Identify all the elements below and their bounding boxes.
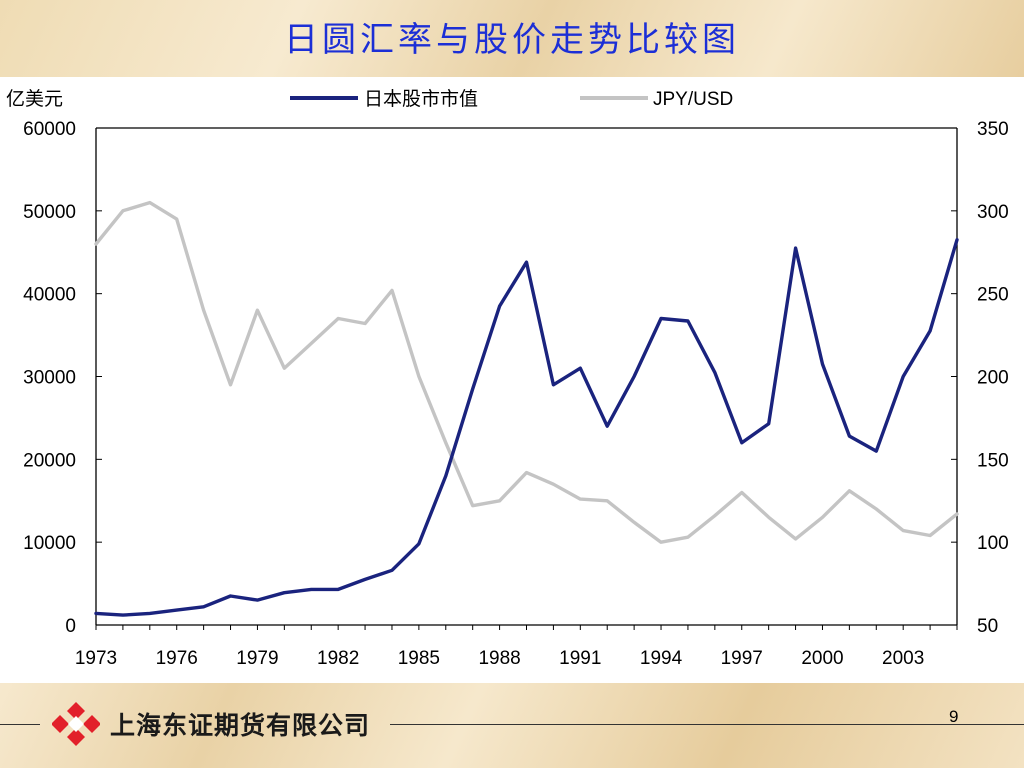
y-left-unit-label: 亿美元 <box>6 88 63 110</box>
x-tick-label: 1982 <box>317 648 359 669</box>
y-left-tick-label: 60000 <box>23 119 76 140</box>
x-tick-label: 2000 <box>801 648 843 669</box>
x-tick-label: 1985 <box>398 648 440 669</box>
y-left-tick-label: 30000 <box>23 368 76 389</box>
x-tick-label: 1991 <box>559 648 601 669</box>
legend-jpy-usd-label: JPY/USD <box>653 89 733 110</box>
series-layer <box>94 200 959 617</box>
x-tick-label: 2003 <box>882 648 924 669</box>
page-number: 9 <box>949 707 959 726</box>
company-logo-icon <box>52 702 100 746</box>
y-left-tick-label: 40000 <box>23 285 76 306</box>
legend-layer: 日本股市市值 JPY/USD <box>290 88 733 110</box>
y-right-tick-label: 50 <box>977 616 998 637</box>
y-right-tick-label: 250 <box>977 285 1009 306</box>
x-tick-label: 1997 <box>721 648 763 669</box>
series-line-jpy-usd <box>94 200 959 544</box>
y-left-tick-label: 10000 <box>23 533 76 554</box>
axes-layer: 0 10000 20000 30000 40000 50000 60000 50 100 150 2… <box>6 88 1009 669</box>
company-name: 上海东证期货有限公司 <box>110 711 371 740</box>
y-right-tick-label: 150 <box>977 450 1009 471</box>
slide-title: 日圆汇率与股价走势比较图 <box>284 20 740 60</box>
footer-rule-right <box>390 724 1024 725</box>
x-tick-label: 1976 <box>156 648 198 669</box>
y-left-tick-label: 0 <box>65 616 76 637</box>
y-right-tick-label: 300 <box>977 202 1009 223</box>
x-tick-label: 1994 <box>640 648 683 669</box>
y-left-tick-label: 20000 <box>23 450 76 471</box>
legend-market-cap-label: 日本股市市值 <box>364 88 478 110</box>
line-chart: 0 10000 20000 30000 40000 50000 60000 50 100 150 2… <box>6 88 1009 669</box>
y-right-tick-label: 350 <box>977 119 1009 140</box>
chart-panel: 0 10000 20000 30000 40000 50000 60000 50 100 150 2… <box>0 77 1024 683</box>
x-tick-label: 1973 <box>75 648 117 669</box>
x-tick-label: 1988 <box>478 648 520 669</box>
y-right-tick-label: 200 <box>977 368 1009 389</box>
y-left-tick-label: 50000 <box>23 202 76 223</box>
y-right-tick-label: 100 <box>977 533 1009 554</box>
series-line-market-cap <box>94 238 959 617</box>
x-tick-label: 1979 <box>236 648 278 669</box>
footer-rule-left <box>0 724 40 725</box>
